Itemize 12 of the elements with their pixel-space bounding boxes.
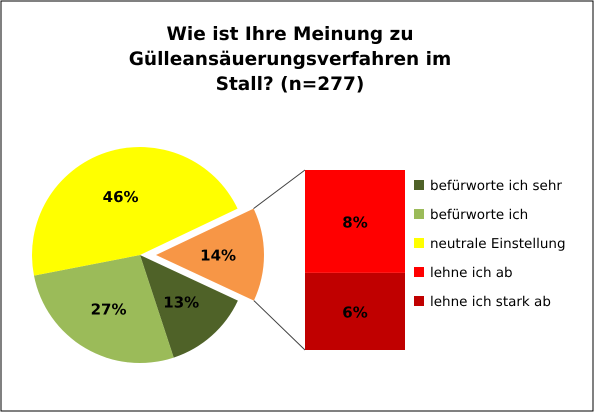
data-label: 46% [102,188,139,206]
data-label: 27% [90,300,127,319]
legend-label: neutrale Einstellung [430,236,566,252]
legend-label: befürworte ich [430,207,528,223]
data-label: 13% [163,293,200,312]
legend-label: lehne ich stark ab [430,294,551,310]
data-label: 14% [200,246,236,265]
legend-label: lehne ich ab [430,265,513,281]
legend-label: befürworte ich sehr [430,178,562,194]
data-label: 6% [342,303,368,322]
chart-title: Wie ist Ihre Meinung zu Gülleansäuerungsverfahren im Stall? (n=277) [128,24,452,95]
data-label: 8% [342,213,368,232]
